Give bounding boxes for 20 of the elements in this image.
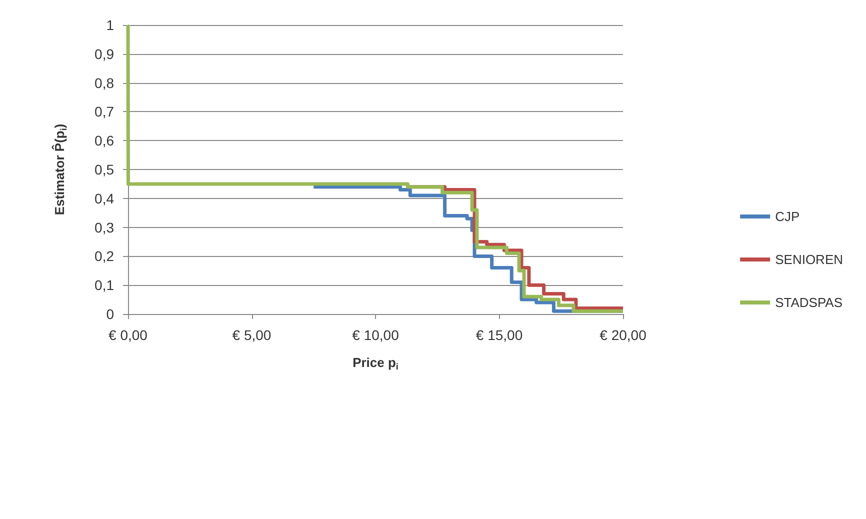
y-tick-label: 0,1 <box>94 277 114 294</box>
y-tick-label: 0,8 <box>94 74 114 91</box>
y-tick-label: 0,6 <box>94 132 114 149</box>
y-tick-label: 0,7 <box>94 104 114 120</box>
x-tick-label: € 15,00 <box>476 327 523 343</box>
x-tick-label: € 5,00 <box>232 327 272 343</box>
y-tick-label: 0,3 <box>94 219 114 236</box>
y-tick-label: 0,4 <box>94 190 114 206</box>
legend-label: STADSPAS <box>775 295 843 310</box>
x-tick-label: € 20,00 <box>600 327 647 343</box>
y-axis-title: Estimator P̂(pi) <box>52 124 68 216</box>
legend-label: CJP <box>775 209 800 224</box>
x-tick-label: € 0,00 <box>108 327 148 343</box>
legend-label: SENIOREN <box>775 252 844 267</box>
x-tick-label: € 10,00 <box>352 327 400 343</box>
y-tick-label: 0,9 <box>94 46 114 62</box>
y-tick-label: 0,2 <box>94 248 114 264</box>
y-tick-label: 0 <box>106 306 114 322</box>
y-tick-label: 0,5 <box>94 162 114 178</box>
y-tick-label: 1 <box>106 17 114 33</box>
